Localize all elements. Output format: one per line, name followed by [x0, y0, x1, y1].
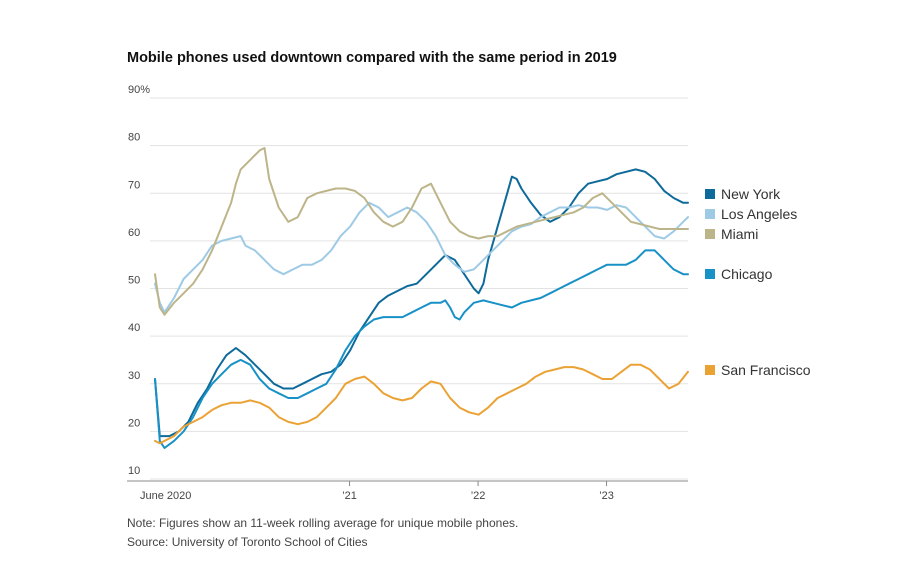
- x-tick-label: June 2020: [140, 490, 191, 502]
- series-line-san-francisco: [154, 363, 689, 445]
- legend-item-san-francisco: San Francisco: [705, 362, 810, 378]
- y-tick-label: 40: [128, 322, 140, 334]
- legend-swatch: [705, 365, 715, 375]
- y-tick-label: 80: [128, 132, 140, 144]
- series-line-los-angeles: [154, 201, 689, 314]
- x-tick-label: ’21: [342, 490, 357, 502]
- y-tick-label: 30: [128, 370, 140, 382]
- legend-label: Miami: [721, 226, 759, 242]
- series-line-new-york: [154, 168, 689, 438]
- y-tick-label: 60: [128, 227, 140, 239]
- chart-source: Source: University of Toronto School of …: [127, 535, 368, 549]
- legend-swatch: [705, 209, 715, 219]
- series-line-chicago: [154, 249, 689, 449]
- legend-label: New York: [721, 186, 781, 202]
- legend-swatch: [705, 269, 715, 279]
- y-tick-label: 90%: [128, 84, 150, 96]
- y-tick-label: 70: [128, 179, 140, 191]
- y-tick-label: 50: [128, 275, 140, 287]
- legend-label: Los Angeles: [721, 206, 798, 222]
- y-tick-label: 10: [128, 465, 140, 477]
- chart-title: Mobile phones used downtown compared wit…: [127, 50, 617, 66]
- y-tick-label: 20: [128, 417, 140, 429]
- legend-swatch: [705, 189, 715, 199]
- legend-label: Chicago: [721, 266, 773, 282]
- legend-label: San Francisco: [721, 362, 811, 378]
- legend-item-miami: Miami: [705, 226, 758, 242]
- x-tick-label: ’22: [471, 490, 486, 502]
- legend-item-los-angeles: Los Angeles: [705, 206, 797, 222]
- chart-note: Note: Figures show an 11-week rolling av…: [127, 516, 519, 530]
- legend-swatch: [705, 229, 715, 239]
- legend-item-chicago: Chicago: [705, 266, 772, 282]
- legend-item-new-york: New York: [705, 186, 780, 202]
- x-tick-label: ’23: [599, 490, 614, 502]
- series-line-miami: [154, 147, 689, 316]
